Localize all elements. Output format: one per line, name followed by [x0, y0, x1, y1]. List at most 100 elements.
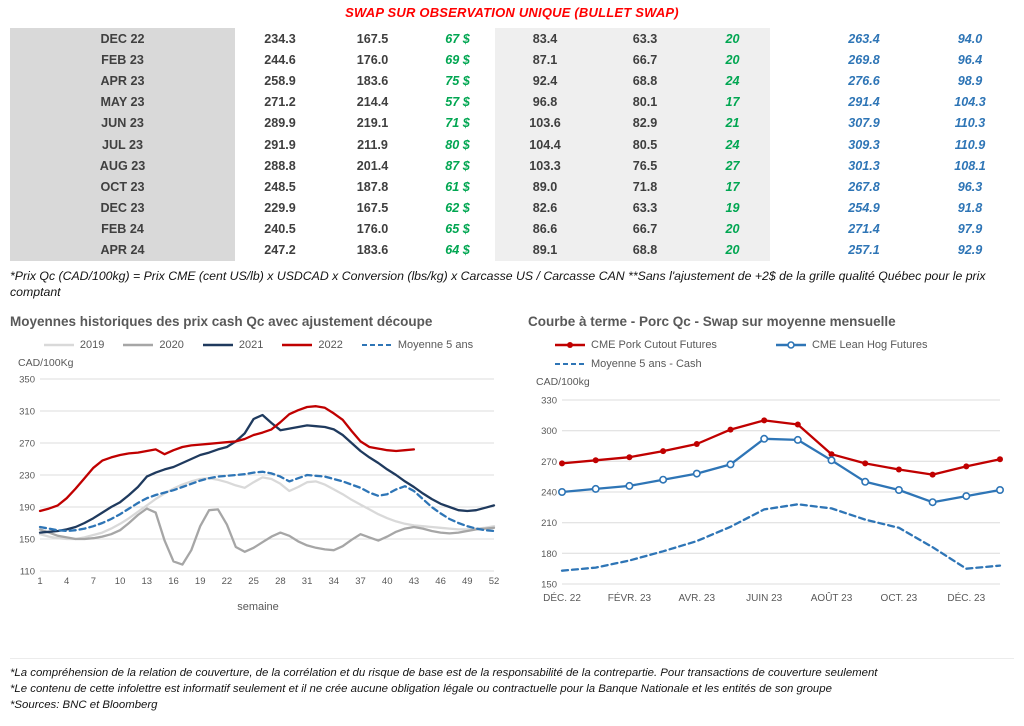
x-tick-label: 31 — [302, 576, 313, 587]
table-cell: 214.4 — [356, 95, 389, 110]
charts-row: Moyennes historiques des prix cash Qc av… — [10, 314, 1014, 613]
month-cell: JUL 23 — [10, 133, 235, 156]
x-tick-label: AOÛT 23 — [811, 591, 853, 604]
table-cell: 103.3 — [495, 155, 595, 177]
table-cell: 201.4 — [356, 158, 389, 173]
table-row: DEC 23 229.9 167.5 62 $ 82.6 63.3 19 254.9 91.8 — [10, 197, 1014, 219]
table-cell: 291.4 — [848, 95, 880, 110]
table-cell: 211.9 — [357, 137, 388, 152]
data-point — [659, 475, 668, 484]
series-line-moyenne-5-ans-cash — [560, 503, 1002, 572]
table-cell: 108.1 — [954, 158, 986, 173]
table-cell: 66.7 — [595, 49, 695, 71]
data-point — [894, 486, 903, 495]
table-row: APR 23 258.9 183.6 75 $ 92.4 68.8 24 276.6 98.9 — [10, 70, 1014, 92]
data-point — [962, 492, 971, 501]
table-cell: 96.4 — [957, 52, 983, 67]
table-cell: 65 $ — [445, 222, 470, 237]
y-tick-label: 150 — [19, 535, 35, 546]
table-cell: 183.6 — [356, 243, 389, 258]
table-cell: 68.8 — [595, 70, 695, 92]
data-point — [928, 498, 937, 507]
month-cell: FEB 23 — [10, 49, 235, 71]
table-cell: 229.9 — [264, 201, 296, 216]
y-tick-label: 110 — [20, 567, 35, 578]
table-cell: 240.5 — [264, 222, 296, 237]
y-tick-label: 330 — [541, 396, 557, 407]
table-cell: 257.1 — [848, 243, 880, 258]
forward-curve-line-chart: 150 180 210 240 270 300 330 DÉC. 22 FÉVR. 23 AVR.… — [541, 396, 1004, 604]
legend-item-moyenne-5-ans-cash: Moyenne 5 ans - Cash — [554, 358, 702, 370]
table-cell: 87 $ — [445, 158, 470, 173]
footnote-sources: *Sources: BNC et Bloomberg — [10, 699, 158, 711]
data-point — [862, 460, 869, 467]
table-row: FEB 24 240.5 176.0 65 $ 86.6 66.7 20 271.4 97.9 — [10, 218, 1014, 240]
table-cell: 254.9 — [848, 201, 880, 216]
data-point — [828, 451, 835, 458]
table-row: DEC 22 234.3 167.5 67 $ 83.4 63.3 20 263.4 94.0 — [10, 28, 1014, 50]
legend-label: 2022 — [318, 339, 343, 351]
x-tick-label: 37 — [355, 576, 366, 587]
x-tick-label: 7 — [91, 576, 96, 587]
table-cell: 167.5 — [356, 31, 389, 46]
data-point — [625, 481, 634, 490]
x-tick-label: 1 — [37, 576, 42, 587]
data-point — [726, 460, 735, 469]
legend-row: CME Pork Cutout Futures CME Lean Hog Futu… — [528, 339, 1014, 351]
historical-line-chart: 110 150 190 230 270 310 350 1 4 7 10 13 16 19 22 25 28 31… — [19, 375, 500, 588]
x-tick-label: 52 — [489, 576, 500, 587]
table-cell: 263.4 — [848, 31, 880, 46]
table-row: AUG 23 288.8 201.4 87 $ 103.3 76.5 27 301.3 108.… — [10, 155, 1014, 177]
table-cell: 68.8 — [595, 239, 695, 262]
table-cell: 96.3 — [957, 179, 983, 194]
table-cell: 267.8 — [848, 179, 880, 194]
y-tick-label: 230 — [19, 471, 35, 482]
table-cell: 244.6 — [264, 52, 296, 67]
series-line-moyenne-5-ans — [38, 470, 496, 533]
x-tick-label: JUIN 23 — [746, 593, 783, 604]
table-cell: 57 $ — [445, 95, 470, 110]
legend-swatch-icon — [282, 343, 313, 347]
table-cell: 176.0 — [356, 52, 389, 67]
data-point — [591, 484, 600, 493]
legend-item-moyenne-5-ans: Moyenne 5 ans — [361, 339, 473, 351]
x-tick-label: 22 — [222, 576, 233, 587]
y-axis-unit-historical: CAD/100Kg — [18, 357, 74, 369]
table-cell: 98.9 — [957, 73, 983, 88]
table-cell: 71 $ — [445, 116, 470, 131]
table-cell: 82.9 — [595, 112, 695, 134]
legend-label: 2020 — [159, 339, 184, 351]
x-tick-label: OCT. 23 — [881, 593, 918, 604]
table-cell: 103.6 — [495, 112, 595, 134]
data-point — [727, 426, 734, 433]
x-tick-label: 13 — [142, 576, 153, 587]
table-cell: 63.3 — [595, 197, 695, 219]
data-point — [929, 471, 936, 478]
legend-swatch-icon — [555, 363, 585, 365]
table-cell: 104.4 — [495, 133, 595, 156]
table-row: APR 24 247.2 183.6 64 $ 89.1 68.8 20 257.1 92.9 — [10, 239, 1014, 262]
legend-swatch-icon — [775, 341, 806, 349]
legend-label: Moyenne 5 ans — [397, 339, 474, 351]
table-cell: 247.2 — [264, 243, 296, 258]
legend-item-2020: 2020 — [122, 339, 184, 351]
data-point — [660, 448, 667, 455]
table-cell: 19 — [695, 197, 770, 219]
table-cell: 75 $ — [445, 73, 470, 88]
x-tick-label: AVR. 23 — [679, 593, 716, 604]
swap-table: DEC 22 234.3 167.5 67 $83.4 63.3 20 263.4 94.0 F… — [10, 28, 1014, 262]
table-cell: 234.3 — [264, 31, 296, 46]
table-cell: 258.9 — [264, 73, 296, 88]
table-cell: 91.8 — [957, 201, 983, 216]
month-cell: OCT 23 — [10, 176, 235, 198]
x-tick-label: 46 — [435, 576, 446, 587]
legend-item-cme-lean-hog-futures: CME Lean Hog Futures — [775, 339, 928, 351]
x-tick-label: 49 — [462, 576, 473, 587]
data-point — [761, 417, 768, 424]
data-point — [692, 469, 701, 478]
table-cell: 248.5 — [264, 179, 296, 194]
page-title: SWAP SUR OBSERVATION UNIQUE (BULLET SWAP… — [345, 5, 679, 20]
table-cell: 183.6 — [356, 73, 389, 88]
month-cell: DEC 23 — [10, 197, 235, 219]
